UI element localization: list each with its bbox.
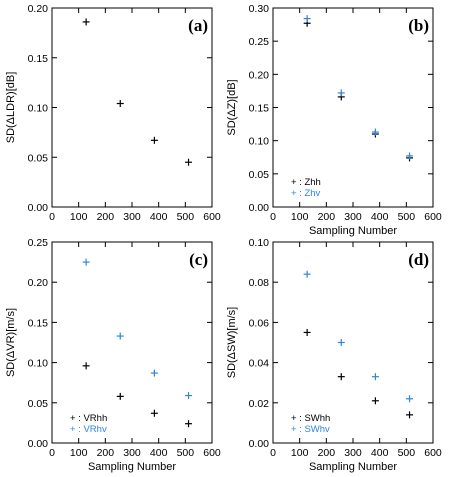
x-tick-label: 300	[344, 447, 362, 459]
data-point	[337, 89, 345, 97]
data-point	[371, 397, 379, 405]
x-tick-label: 0	[49, 447, 55, 459]
x-tick-label: 0	[270, 211, 276, 223]
x-tick-label: 0	[270, 447, 276, 459]
x-tick-label: 300	[123, 211, 141, 223]
x-tick-label: 400	[371, 211, 389, 223]
panel-label: (c)	[189, 250, 208, 269]
data-point	[116, 100, 124, 108]
x-tick-label: 500	[177, 447, 195, 459]
y-tick-label: 0.05	[28, 398, 49, 410]
data-point	[185, 392, 193, 400]
data-point	[337, 339, 345, 346]
y-tick-label: 0.05	[28, 152, 49, 164]
panel-2: 0 100 200 300 400 500 600 0.00 0.05 0.10 0.15 0.20 0…	[226, 3, 442, 237]
y-axis-title: SD(ΔSW)[m/s]	[226, 307, 238, 379]
panel-4: 0 100 200 300 400 500 600 0.00 0.02 0.04 0.06 0.08 0…	[226, 237, 442, 473]
data-point	[371, 128, 379, 136]
y-tick-label: 0.10	[249, 237, 270, 249]
x-tick-label: 500	[398, 447, 416, 459]
data-point	[116, 332, 124, 340]
x-tick-label: 100	[291, 447, 309, 459]
data-point	[406, 395, 414, 403]
x-tick-label: 300	[123, 447, 141, 459]
x-tick-label: 200	[318, 211, 336, 223]
data-point	[82, 362, 90, 370]
y-tick-label: 0.20	[249, 69, 270, 81]
x-tick-label: 100	[70, 447, 88, 459]
data-point	[82, 18, 90, 26]
legend-entry: + : SWhh	[291, 413, 330, 424]
x-tick-label: 200	[318, 447, 336, 459]
data-point	[150, 409, 158, 417]
data-point	[150, 369, 158, 377]
y-tick-label: 0.25	[28, 237, 49, 249]
y-tick-label: 0.00	[249, 202, 270, 214]
y-tick-label: 0.06	[249, 317, 270, 329]
x-axis-title: Sampling Number	[309, 225, 397, 237]
x-tick-label: 400	[150, 447, 168, 459]
x-tick-label: 200	[97, 447, 115, 459]
y-tick-label: 0.20	[28, 3, 49, 15]
x-tick-label: 100	[291, 211, 309, 223]
panel-label: (d)	[408, 250, 429, 269]
data-point	[150, 136, 158, 144]
y-tick-label: 0.00	[249, 438, 270, 450]
data-point	[116, 392, 124, 400]
legend-entry: + : VRhh	[70, 413, 107, 424]
y-tick-label: 0.15	[28, 53, 49, 65]
legend-entry: + : Zhh	[291, 177, 321, 188]
y-tick-label: 0.08	[249, 277, 270, 289]
data-point	[406, 411, 414, 419]
y-axis-title: SD(ΔVR)[m/s]	[5, 308, 17, 377]
y-tick-label: 0.10	[28, 103, 49, 115]
x-tick-label: 500	[398, 211, 416, 223]
panel-label: (a)	[188, 16, 208, 35]
x-tick-label: 600	[424, 447, 442, 459]
x-tick-label: 200	[97, 211, 115, 223]
y-tick-label: 0.02	[249, 398, 270, 410]
x-tick-label: 400	[150, 211, 168, 223]
x-tick-label: 600	[424, 211, 442, 223]
x-tick-label: 300	[344, 211, 362, 223]
legend-entry: + : SWhv	[291, 424, 330, 435]
data-point	[337, 373, 345, 381]
x-tick-label: 500	[177, 211, 195, 223]
y-tick-label: 0.20	[28, 277, 49, 289]
legend-entry: + : VRhv	[70, 424, 107, 435]
y-tick-label: 0.00	[28, 202, 49, 214]
x-tick-label: 0	[49, 211, 55, 223]
y-axis-title: SD(ΔZ)[dB]	[226, 79, 238, 135]
panel-3: 0 100 200 300 400 500 600 0.00 0.05 0.10 0.15 0.20 0…	[5, 237, 221, 473]
y-axis-title: SD(ΔLDR)[dB]	[5, 72, 17, 144]
panel-1: 0 100 200 300 400 500 600 0.00 0.05 0.10 0.15 0.20 S…	[5, 3, 221, 223]
panel-label: (b)	[408, 16, 429, 35]
data-point	[185, 158, 193, 166]
y-tick-label: 0.05	[249, 169, 270, 181]
y-tick-label: 0.15	[249, 103, 270, 115]
data-point	[185, 420, 193, 428]
data-point	[371, 373, 379, 381]
data-point	[406, 152, 414, 160]
data-point	[303, 328, 311, 336]
data-point	[303, 15, 311, 23]
x-tick-label: 100	[70, 211, 88, 223]
y-tick-label: 0.15	[28, 317, 49, 329]
legend-entry: + : Zhv	[291, 188, 321, 199]
data-point	[303, 270, 311, 278]
y-tick-label: 0.10	[28, 358, 49, 370]
y-tick-label: 0.00	[28, 438, 49, 450]
x-axis-title: Sampling Number	[88, 461, 176, 473]
plot-frame	[51, 7, 213, 208]
x-tick-label: 600	[203, 211, 221, 223]
x-axis-title: Sampling Number	[309, 461, 397, 473]
x-tick-label: 400	[371, 447, 389, 459]
y-tick-label: 0.10	[249, 136, 270, 148]
data-point	[82, 258, 90, 266]
y-tick-label: 0.04	[249, 358, 270, 370]
y-tick-label: 0.25	[249, 36, 270, 48]
y-tick-label: 0.30	[249, 3, 270, 15]
x-tick-label: 600	[203, 447, 221, 459]
